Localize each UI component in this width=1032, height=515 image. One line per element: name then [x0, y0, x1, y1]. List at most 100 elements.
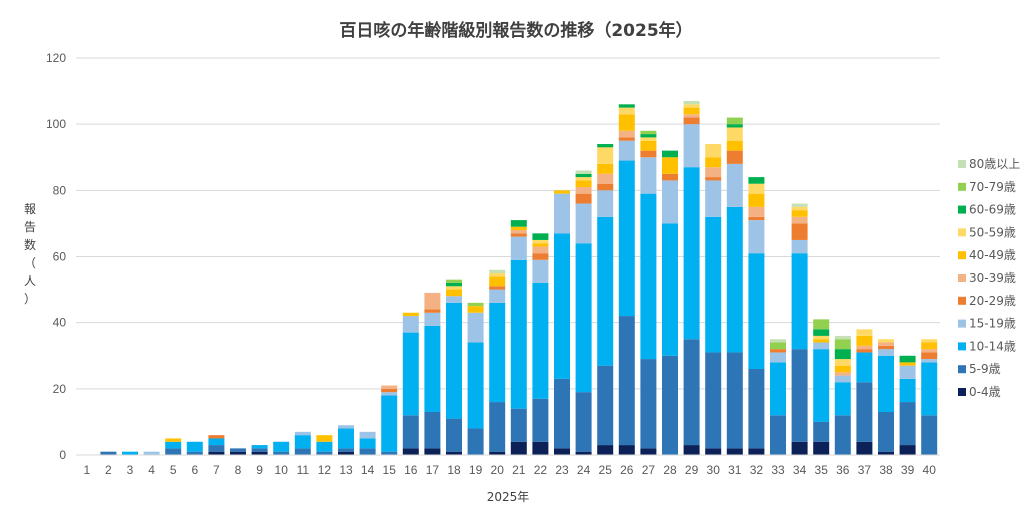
bar-segment: [705, 167, 722, 178]
bar-segment: [597, 216, 614, 366]
bar-segment: [683, 117, 700, 125]
bar-segment: [748, 193, 765, 207]
bar-segment: [446, 282, 462, 287]
legend-swatch: [958, 296, 966, 305]
bar-segment: [208, 451, 225, 455]
bar-segment: [813, 441, 830, 455]
bar-segment: [726, 150, 743, 164]
bar-segment: [338, 451, 354, 455]
bar-segment: [748, 220, 765, 254]
bar-segment: [770, 415, 786, 455]
bar-segment: [856, 345, 873, 350]
x-tick-label: 6: [191, 463, 198, 477]
bar-segment: [640, 140, 657, 151]
bar-segment: [575, 392, 592, 452]
bar-segment: [856, 352, 873, 383]
bar-segment: [705, 157, 722, 168]
bar-segment: [705, 144, 722, 158]
bar-segment: [683, 167, 700, 340]
x-tick-label: 16: [404, 463, 418, 477]
y-tick-label: 100: [46, 117, 66, 131]
bar-segment: [834, 382, 851, 416]
bar-segment: [878, 345, 894, 350]
bar-segment: [705, 180, 722, 217]
y-tick-label: 20: [53, 382, 67, 396]
x-tick-label: 26: [620, 463, 634, 477]
x-tick-label: 15: [383, 463, 397, 477]
bar-segment: [770, 352, 786, 363]
x-tick-label: 2: [105, 463, 112, 477]
y-tick-labels: 0 20 40 60 80 100 120: [46, 51, 66, 462]
x-tick-label: 1: [83, 463, 90, 477]
bar-segment: [489, 289, 506, 303]
bar-segment: [834, 365, 851, 373]
bar-segment: [402, 415, 419, 449]
bar-segment: [770, 349, 786, 353]
y-tick-label: 0: [59, 448, 66, 462]
bar-segment: [791, 216, 808, 224]
bar-segment: [683, 445, 700, 455]
bar-segment: [597, 190, 614, 217]
bar-segment: [510, 226, 527, 231]
x-tick-label: 9: [256, 463, 263, 477]
bar-segment: [532, 243, 549, 247]
x-tick-label: 12: [318, 463, 332, 477]
bar-segment: [554, 448, 570, 455]
bar-segment: [446, 279, 462, 283]
legend-label: 80歳以上: [969, 157, 1020, 171]
bar-segment: [208, 445, 225, 452]
bar-segment: [402, 332, 419, 416]
legend-swatch: [958, 160, 966, 168]
bar-segment: [791, 210, 808, 217]
bar-segment: [489, 276, 506, 287]
x-tick-label: 28: [663, 463, 677, 477]
bar-segment: [705, 216, 722, 353]
bar-segment: [424, 312, 441, 326]
bar-segment: [165, 441, 182, 449]
bar-segment: [208, 438, 225, 446]
bar-segment: [921, 349, 938, 353]
bar-segment: [618, 445, 635, 455]
x-tick-label: 14: [361, 463, 375, 477]
bar-segment: [597, 144, 614, 148]
bar-segment: [683, 101, 700, 105]
bar-segment: [921, 415, 938, 455]
x-tick-label: 33: [771, 463, 785, 477]
bar-segment: [467, 342, 484, 429]
bar-segment: [748, 253, 765, 369]
bar-segment: [791, 223, 808, 240]
bar-segment: [446, 418, 462, 452]
bar-segment: [618, 107, 635, 115]
bar-segment: [899, 402, 916, 446]
bar-segment: [683, 339, 700, 446]
bar-segment: [402, 312, 419, 317]
y-tick-label: 40: [53, 316, 67, 330]
bar-segment: [683, 104, 700, 108]
bar-segment: [813, 342, 830, 350]
bar-segment: [834, 349, 851, 360]
bar-segment: [878, 339, 894, 343]
bar-segment: [618, 316, 635, 446]
bar-segment: [791, 239, 808, 254]
bar-segment: [791, 349, 808, 442]
bar-segment: [359, 438, 376, 449]
bar-segment: [532, 233, 549, 240]
bar-segment: [597, 365, 614, 446]
bar-segment: [510, 220, 527, 227]
bar-segment: [748, 206, 765, 217]
bar-segment: [381, 395, 398, 452]
bar-segment: [726, 163, 743, 207]
bar-segment: [921, 342, 938, 350]
x-tick-label: 3: [127, 463, 134, 477]
bar-segment: [294, 448, 311, 455]
x-tick-label: 4: [148, 463, 155, 477]
x-tick-labels: 1 2 3 4 5 6 7 8 9 10 11 12 13 14 15 16 17 18 19 20 21 22 23 24 2…: [83, 463, 936, 477]
bar-segment: [251, 451, 268, 455]
legend-swatch: [958, 388, 966, 396]
bar-segment: [878, 355, 894, 412]
bar-segment: [294, 431, 311, 436]
bar-segment: [597, 163, 614, 174]
bar-segment: [705, 352, 722, 449]
bar-segment: [726, 117, 743, 125]
gridlines: [76, 57, 940, 390]
